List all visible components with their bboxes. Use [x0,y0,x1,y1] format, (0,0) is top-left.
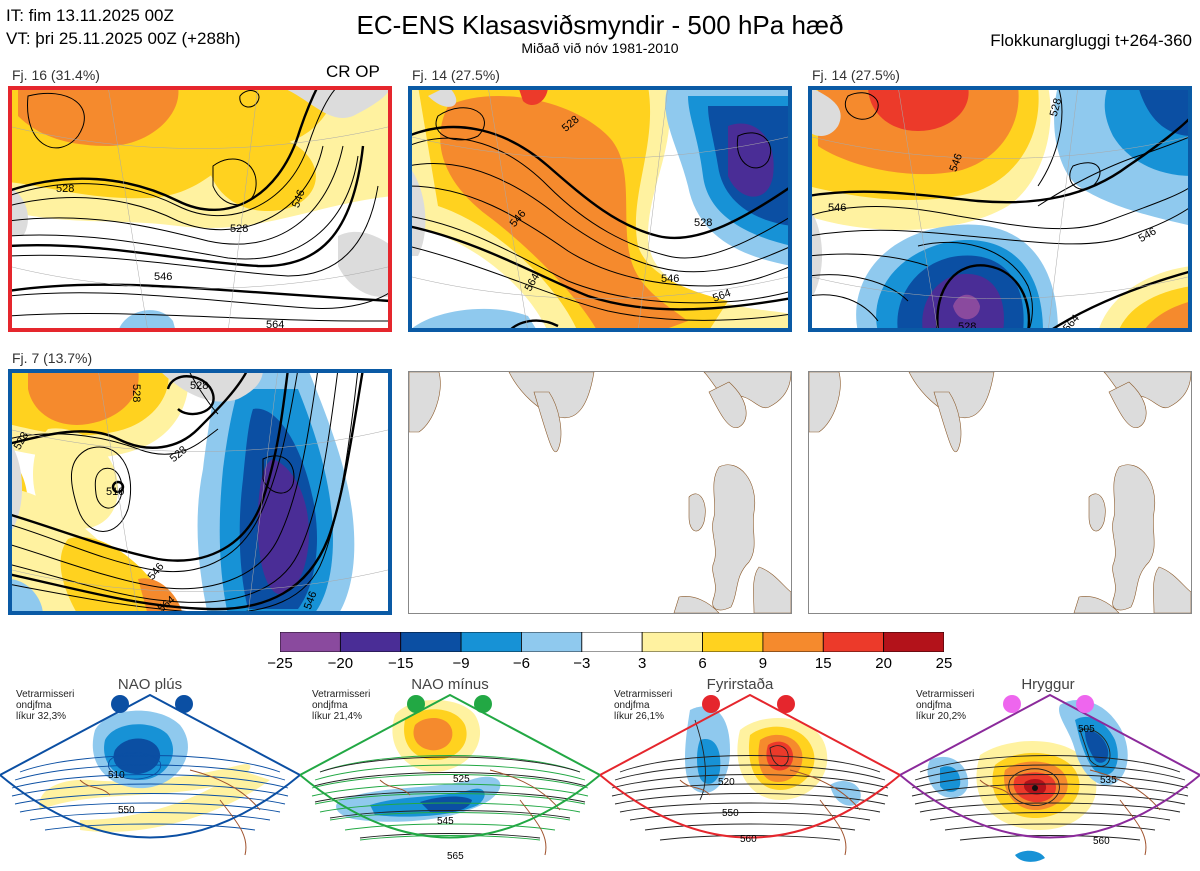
colorbar-swatch [339,631,402,653]
colorbar-tick-label: 15 [814,655,832,672]
regime-4-stats: Vetrarmisseri ondjfma líkur 20,2% [916,689,975,722]
colorbar-tick-label: 20 [875,655,892,672]
page-subtitle: Miðað við nóv 1981-2010 [521,40,679,56]
svg-text:505: 505 [1078,724,1095,735]
panel-1-label: Fj. 16 (31.4%) [12,67,100,83]
init-time: IT: fim 13.11.2025 00Z [6,6,174,25]
op-label: CR OP [326,62,380,81]
regime-4-name: Hryggur [1021,676,1075,693]
svg-text:545: 545 [437,816,454,827]
regime-map-blocking[interactable]: 520 550 560 [600,690,900,870]
svg-text:546: 546 [661,273,679,285]
cluster-map-2[interactable]: 528 528 546 546 564 564 [408,86,792,332]
svg-text:546: 546 [290,188,308,209]
regime-map-ridge[interactable]: 505 535 560 [900,690,1200,870]
colorbar-tick-label: 25 [935,655,953,672]
svg-text:546: 546 [154,271,172,283]
svg-text:528: 528 [56,183,74,195]
svg-text:560: 560 [740,834,757,845]
panel-2-label: Fj. 14 (27.5%) [412,67,500,83]
svg-text:546: 546 [948,152,966,173]
svg-text:535: 535 [1100,775,1117,786]
colorbar-tick-label: 3 [638,655,647,672]
regime-1-stats: Vetrarmisseri ondjfma líkur 32,3% [16,689,75,722]
svg-text:564: 564 [711,287,732,305]
colorbar-tick-label: −6 [512,655,531,672]
colorbar-swatch [641,631,703,653]
regime-2-stats: Vetrarmisseri ondjfma líkur 21,4% [312,689,371,722]
svg-text:528: 528 [694,217,712,229]
colorbar-swatch [883,631,945,653]
colorbar-tick-label: −25 [267,655,293,672]
svg-text:528: 528 [230,223,248,235]
empty-map-5 [408,371,792,614]
svg-text:510: 510 [108,770,125,781]
cluster-map-1[interactable]: 528 528 546 546 564 [8,86,392,332]
cluster-map-3[interactable]: 528 546 546 546 528 564 [808,86,1192,332]
colorbar [279,631,945,657]
clustering-window: Flokkunargluggi t+264-360 [990,31,1192,50]
svg-text:520: 520 [718,777,735,788]
colorbar-tick-label: 6 [698,655,707,672]
svg-text:546: 546 [828,202,846,214]
svg-text:550: 550 [118,805,135,816]
colorbar-swatch [822,631,885,653]
colorbar-swatch [762,631,824,653]
svg-text:510: 510 [106,486,124,498]
regime-1-name: NAO plús [117,676,183,693]
colorbar-swatch [460,631,522,653]
colorbar-tick-label: −15 [387,655,414,672]
colorbar-tick-label: 9 [758,655,768,672]
colorbar-swatch [521,631,583,653]
colorbar-tick-label: −9 [452,655,470,672]
regime-map-nao-minus[interactable]: 525 545 565 [300,690,600,870]
colorbar-swatch [400,631,462,653]
valid-time: VT: þri 25.11.2025 00Z (+288h) [6,29,241,48]
regime-3-name: Fyrirstaða [706,676,774,693]
svg-text:528: 528 [130,384,142,402]
panel-3-label: Fj. 14 (27.5%) [812,67,900,83]
page-title: EC-ENS Klasasviðsmyndir - 500 hPa hæð [356,10,844,40]
regime-2-name: NAO mínus [411,676,489,693]
svg-text:560: 560 [1093,836,1110,847]
svg-text:528: 528 [958,321,976,332]
svg-text:565: 565 [447,851,464,862]
regime-map-nao-plus[interactable]: 510 550 [0,690,300,870]
svg-text:550: 550 [722,808,739,819]
header-info: IT: fim 13.11.2025 00Z VT: þri 25.11.202… [6,4,241,50]
colorbar-tick-label: −20 [327,655,354,672]
svg-text:525: 525 [453,774,470,785]
colorbar-swatch [279,631,341,653]
colorbar-swatch [581,631,643,653]
regime-3-stats: Vetrarmisseri ondjfma líkur 26,1% [614,689,673,722]
colorbar-tick-label: −3 [573,655,591,672]
cluster-map-4[interactable]: 528 528 528 510 528 546 564 546 [8,369,392,615]
svg-text:546: 546 [302,590,320,611]
svg-text:528: 528 [1048,97,1064,118]
empty-map-6 [808,371,1192,614]
svg-text:528: 528 [190,380,208,392]
panel-4-label: Fj. 7 (13.7%) [12,350,93,366]
colorbar-swatch [702,631,764,653]
